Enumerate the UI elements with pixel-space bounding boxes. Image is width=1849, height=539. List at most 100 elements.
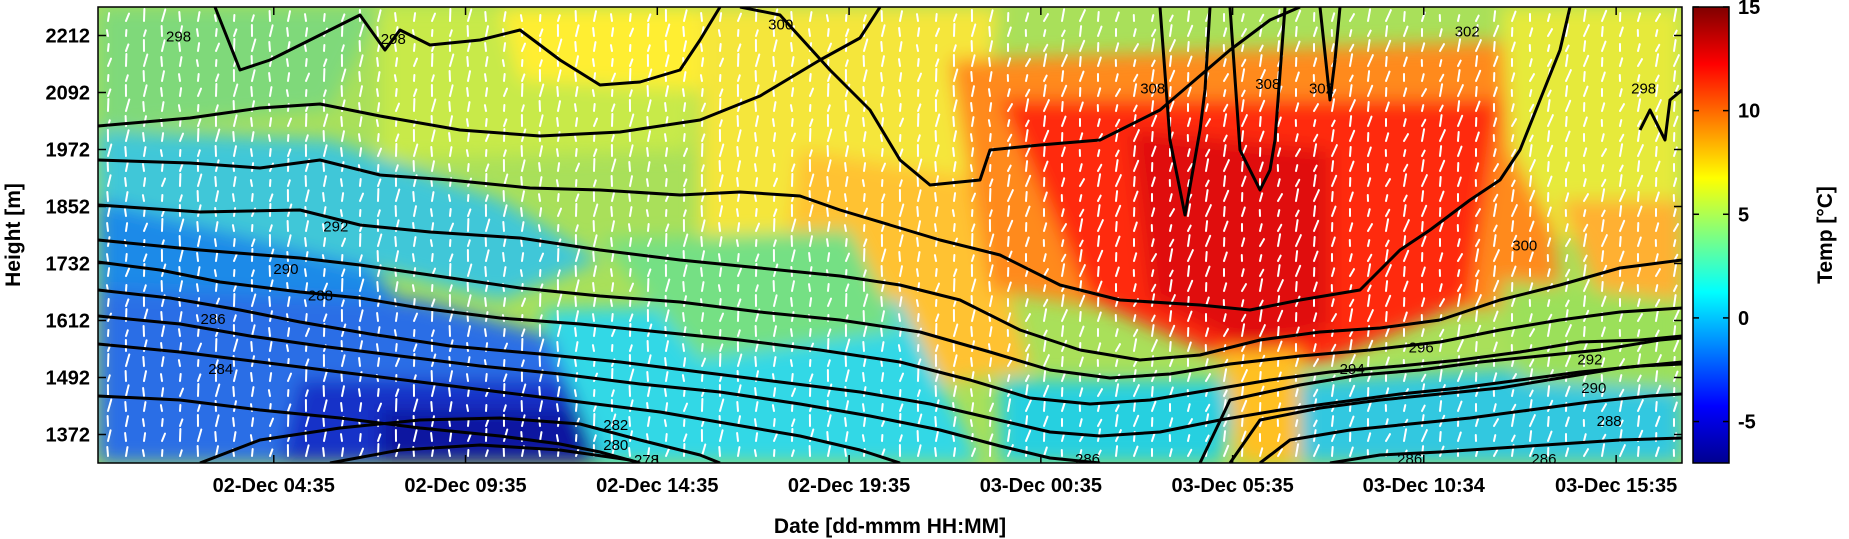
wind-vector [269,224,273,232]
wind-vector [969,419,973,427]
wind-vector [737,43,742,52]
wind-vector [647,237,652,247]
wind-vector [1421,104,1425,112]
wind-vector [611,103,616,112]
wind-vector [755,284,759,292]
wind-vector [916,237,919,247]
wind-vector [935,89,939,97]
wind-vector [287,179,291,187]
wind-vector [881,248,887,262]
wind-vector [1457,283,1463,292]
wind-vector [665,340,669,352]
wind-vector [647,385,651,397]
wind-vector [593,327,597,337]
wind-vector [251,69,256,82]
wind-vector [970,357,973,367]
wind-vector [971,192,976,202]
contour-label: 298 [381,31,406,48]
wind-vector [1241,175,1247,187]
wind-vector [107,12,111,22]
wind-vector [647,416,651,427]
wind-vector [1115,73,1119,82]
wind-vector [1493,434,1497,442]
wind-vector [844,193,847,202]
wind-vector [917,251,921,262]
wind-vector [232,131,235,142]
wind-vector [394,236,397,247]
wind-vector [1565,268,1571,277]
wind-vector [1385,178,1391,187]
wind-vector [1241,354,1245,367]
wind-vector [1313,205,1317,217]
wind-vector [1115,328,1119,337]
wind-vector [755,53,761,67]
wind-vector [593,234,598,247]
wind-vector [1151,314,1156,322]
wind-vector [1493,203,1498,217]
wind-vector [268,41,271,52]
wind-vector [1169,193,1173,202]
wind-vector [1331,267,1336,277]
wind-vector [1025,399,1032,412]
wind-vector [179,311,183,322]
contour-308-b [1228,7,1287,192]
wind-vector [341,354,346,367]
wind-vector [701,419,705,427]
wind-vector [1475,100,1481,112]
wind-vector [1007,164,1012,172]
wind-vector [1133,159,1140,172]
wind-vector [124,401,127,412]
wind-vector [1655,370,1659,382]
wind-vector [1349,53,1354,67]
wind-vector [773,325,777,337]
wind-vector [1061,325,1065,337]
wind-vector [1151,293,1156,307]
x-tick-label: 02-Dec 09:35 [404,475,526,497]
wind-vector [1565,223,1569,232]
wind-vector [737,160,741,172]
wind-vector [809,173,815,187]
wind-vector [971,223,976,232]
wind-vector [719,312,724,322]
wind-vector [898,313,901,322]
wind-vector [1169,238,1175,247]
wind-vector [701,250,705,262]
wind-vector [1259,130,1265,142]
wind-vector [1619,312,1624,322]
wind-vector [989,264,994,277]
wind-vector [1169,14,1174,22]
wind-vector [700,267,703,277]
wind-vector [1349,384,1356,397]
wind-vector [935,13,938,22]
wind-vector [1241,206,1246,217]
wind-vector [574,358,577,367]
wind-vector [899,403,904,412]
wind-vector [322,161,325,172]
wind-vector [1169,448,1173,457]
wind-vector [771,404,775,412]
wind-vector [861,179,865,187]
wind-vector [1457,131,1460,142]
wind-vector [1475,417,1480,427]
wind-vector [1079,311,1082,322]
wind-vector [267,134,271,142]
wind-vector [1331,384,1335,397]
wind-vector [1205,327,1210,337]
wind-vector [1601,188,1606,202]
wind-vector [1187,234,1191,247]
wind-vector [1385,249,1389,262]
wind-vector [1331,236,1336,247]
wind-vector [1655,160,1661,172]
wind-vector [863,193,866,202]
wind-vector [1277,326,1280,337]
wind-vector [1547,58,1553,67]
wind-vector [1655,415,1661,427]
wind-vector [359,147,363,157]
wind-vector [1475,224,1479,232]
wind-vector [1169,100,1175,112]
wind-vector [1223,389,1228,397]
wind-vector [1385,25,1389,37]
wind-vector [124,146,127,157]
wind-vector [1133,328,1139,337]
